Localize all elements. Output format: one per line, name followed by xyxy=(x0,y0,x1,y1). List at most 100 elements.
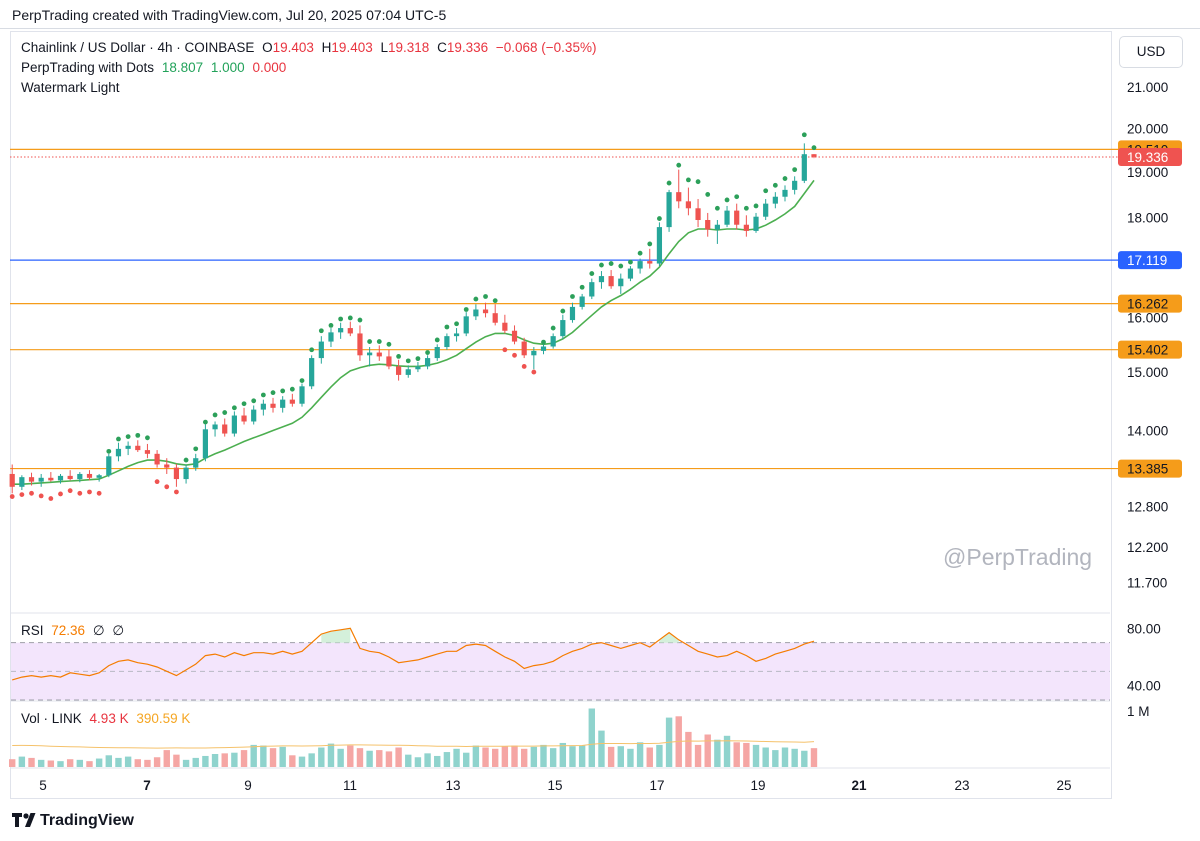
candle-body xyxy=(424,358,431,367)
candle-body xyxy=(260,403,266,410)
candle-body xyxy=(193,458,199,468)
time-tick-label: 25 xyxy=(1056,778,1071,793)
candle-body xyxy=(772,196,778,204)
candle-body xyxy=(241,415,247,422)
price-tick-label: 11.700 xyxy=(1127,576,1167,591)
signal-dot xyxy=(473,296,479,302)
volume-bar xyxy=(656,744,663,767)
price-tick-label: 12.800 xyxy=(1127,499,1168,514)
signal-dot xyxy=(550,325,556,331)
symbol-title[interactable]: Chainlink / US Dollar · 4h · COINBASE xyxy=(21,40,255,55)
time-tick-label: 15 xyxy=(547,778,562,793)
signal-dot xyxy=(357,317,363,323)
volume-bar xyxy=(231,752,238,767)
volume-bar xyxy=(76,759,84,767)
tradingview-logo[interactable]: TradingView xyxy=(12,810,152,832)
signal-dot xyxy=(116,436,121,442)
candle-body xyxy=(705,219,711,230)
signal-dot xyxy=(38,493,44,499)
volume-bar xyxy=(250,744,257,767)
signal-dot xyxy=(560,308,566,314)
signal-dot xyxy=(657,216,662,221)
volume-tick-label: 1 M xyxy=(1127,704,1150,719)
candle-body xyxy=(637,261,643,269)
signal-dot xyxy=(77,490,83,496)
signal-dot xyxy=(48,496,54,501)
volume-bar xyxy=(569,746,576,767)
candle-body xyxy=(560,320,566,337)
signal-dot xyxy=(463,307,469,312)
signal-dot xyxy=(19,492,25,497)
volume-bar xyxy=(356,748,364,767)
signal-dot xyxy=(782,176,788,181)
price-tick-label: 14.000 xyxy=(1127,424,1168,439)
signal-dot xyxy=(483,294,488,299)
volume-bar xyxy=(492,748,499,767)
signal-dot xyxy=(58,491,63,497)
volume-bar xyxy=(482,747,489,767)
signal-dot xyxy=(309,347,315,353)
candle-body xyxy=(405,369,411,375)
indicator-value-1: 18.807 xyxy=(161,60,204,75)
signal-dot xyxy=(280,388,286,394)
watermark-indicator-legend: Watermark Light xyxy=(21,80,124,95)
candle-body xyxy=(48,477,54,481)
signal-dot xyxy=(328,322,334,328)
candle-body xyxy=(647,261,653,264)
candle-body xyxy=(135,445,141,451)
volume-bar xyxy=(115,757,122,767)
volume-bar xyxy=(211,754,219,767)
rsi-label[interactable]: RSI xyxy=(21,623,44,638)
signal-dot xyxy=(145,435,150,441)
candle-body xyxy=(251,409,257,422)
candle-body xyxy=(202,429,208,459)
signal-dot xyxy=(222,410,228,415)
time-tick-label: 5 xyxy=(39,778,47,793)
candle-body xyxy=(222,424,228,434)
candle-body xyxy=(183,467,189,480)
candle-body xyxy=(289,399,295,404)
volume-bar xyxy=(685,731,692,767)
candle-body xyxy=(492,313,498,323)
level-label-box xyxy=(1118,459,1182,478)
signal-dot xyxy=(338,316,344,322)
candle-body xyxy=(569,306,576,321)
signal-dot xyxy=(753,203,759,209)
candle-body xyxy=(811,154,817,157)
volume-bar xyxy=(694,744,702,767)
candle-body xyxy=(86,473,93,478)
time-tick-label: 9 xyxy=(244,778,252,793)
signal-dot xyxy=(87,489,92,495)
volume-bar xyxy=(28,757,35,767)
indicator-name[interactable]: PerpTrading with Dots xyxy=(21,60,155,75)
candle-body xyxy=(763,203,769,217)
watermark-indicator-name[interactable]: Watermark Light xyxy=(21,80,120,95)
volume-label[interactable]: Vol · LINK xyxy=(21,711,82,726)
volume-bar xyxy=(723,735,731,767)
volume-bar xyxy=(405,754,412,767)
signal-dot xyxy=(637,250,643,256)
signal-dot xyxy=(347,315,353,321)
candle-body xyxy=(19,477,25,487)
candle-body xyxy=(434,347,440,359)
candle-body xyxy=(396,366,402,375)
candle-body xyxy=(415,366,421,370)
signal-dot xyxy=(666,180,672,186)
level-label-box xyxy=(1118,340,1182,359)
signal-dot xyxy=(367,339,373,344)
volume-bar xyxy=(86,761,93,767)
signal-dot xyxy=(686,177,691,183)
signal-dot xyxy=(531,369,537,375)
signal-dot xyxy=(599,262,604,268)
currency-button[interactable]: USD xyxy=(1119,36,1183,68)
candle-body xyxy=(270,403,276,408)
signal-dot xyxy=(521,364,527,369)
rsi-null-2: ∅ xyxy=(112,623,125,638)
signal-dot xyxy=(251,398,257,404)
signal-dot xyxy=(241,401,247,407)
price-change: −0.068 (−0.35%) xyxy=(495,40,597,55)
signal-dot xyxy=(193,446,199,452)
volume-bar xyxy=(153,757,161,767)
ohlc-open: O19.403 xyxy=(262,40,314,55)
